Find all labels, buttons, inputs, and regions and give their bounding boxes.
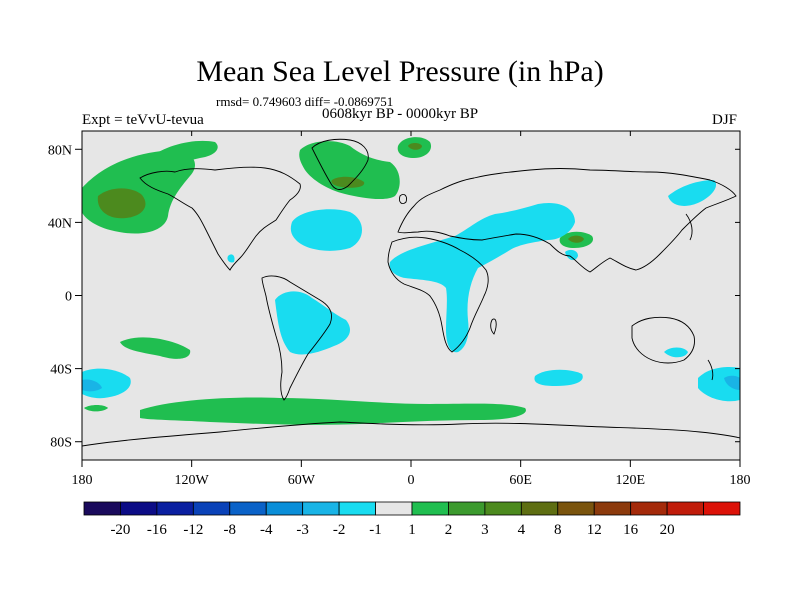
colorbar-label: -12 bbox=[183, 522, 203, 538]
coastline-south-america bbox=[261, 275, 332, 401]
colorbar-swatch bbox=[156, 501, 194, 516]
period-label: 0608kyr BP - 0000kyr BP bbox=[322, 106, 479, 122]
negative-anomaly-north-pacific-east bbox=[668, 180, 717, 206]
lon-tick-label: 60W bbox=[288, 473, 316, 488]
colorbar-label: -1 bbox=[369, 522, 382, 538]
colorbar-swatch bbox=[120, 501, 158, 516]
lon-tick-label: 60E bbox=[509, 473, 532, 488]
negative-anomaly-india bbox=[565, 249, 578, 261]
negative-anomaly-south-pacific-east-core bbox=[724, 375, 740, 390]
coastline-eurasia bbox=[397, 168, 737, 273]
lat-tick-label: 0 bbox=[65, 290, 72, 305]
colorbar-swatch bbox=[666, 501, 704, 516]
colorbar-swatch bbox=[557, 501, 595, 516]
colorbar-swatch bbox=[265, 501, 304, 516]
negative-anomaly-indian-ocean bbox=[534, 369, 583, 386]
coastline-new-zealand bbox=[707, 359, 714, 381]
colorbar-swatch bbox=[484, 501, 522, 516]
colorbar-swatch bbox=[630, 501, 668, 516]
colorbar-label: 8 bbox=[554, 522, 562, 538]
colorbar-label: -16 bbox=[147, 522, 167, 538]
colorbar-label: -20 bbox=[110, 522, 130, 538]
coastline-africa bbox=[387, 236, 489, 353]
positive-anomaly-tibet-core bbox=[568, 235, 584, 243]
colorbar-label: 3 bbox=[481, 522, 489, 538]
colorbar-swatch bbox=[229, 501, 267, 516]
lon-tick-label: 180 bbox=[730, 473, 751, 488]
colorbar-label: 16 bbox=[623, 522, 639, 538]
negative-anomaly-south-pacific-west-core bbox=[82, 379, 102, 392]
colorbar-swatch bbox=[302, 501, 340, 516]
negative-anomaly-north-atlantic bbox=[290, 209, 362, 251]
negative-anomaly-central-america bbox=[227, 254, 235, 263]
lon-tick-label: 120W bbox=[175, 473, 210, 488]
coastline-greenland bbox=[311, 138, 369, 190]
colorbar-label: -3 bbox=[296, 522, 309, 538]
positive-anomaly-arctic-pacific bbox=[150, 140, 218, 162]
lat-tick-label: 40N bbox=[48, 216, 72, 231]
colorbar-label: -2 bbox=[333, 522, 346, 538]
coastline-australia bbox=[631, 316, 695, 364]
coastline-uk bbox=[399, 193, 407, 205]
coastline-japan bbox=[685, 213, 693, 241]
colorbar-swatch bbox=[520, 501, 559, 516]
colorbar-swatch bbox=[83, 501, 121, 516]
colorbar-swatch bbox=[338, 501, 376, 516]
colorbar-label: 12 bbox=[587, 522, 602, 538]
colorbar-label: 1 bbox=[408, 522, 416, 538]
lat-tick-label: 80N bbox=[48, 143, 72, 158]
coastline-madagascar bbox=[490, 318, 497, 335]
coastline-north-america bbox=[139, 166, 301, 271]
lat-tick-label: 40S bbox=[50, 363, 72, 378]
colorbar-swatch bbox=[375, 501, 413, 516]
negative-anomaly-south-pacific-east bbox=[698, 367, 740, 402]
positive-anomaly-greenland bbox=[299, 141, 400, 200]
negative-anomaly-south-america bbox=[275, 291, 350, 355]
lon-tick-label: 180 bbox=[72, 473, 93, 488]
colorbar-swatch bbox=[192, 501, 231, 516]
colorbar-label: 2 bbox=[445, 522, 453, 538]
colorbar-label: 20 bbox=[660, 522, 675, 538]
lat-tick-label: 80S bbox=[50, 436, 72, 451]
colorbar-swatch bbox=[703, 501, 741, 516]
positive-anomaly-southern-ocean bbox=[140, 397, 526, 425]
lon-tick-label: 120E bbox=[616, 473, 646, 488]
colorbar-label: -4 bbox=[260, 522, 273, 538]
positive-anomaly-greenland-core bbox=[331, 176, 365, 188]
colorbar-swatch bbox=[593, 501, 632, 516]
season-label: DJF bbox=[712, 112, 738, 128]
colorbar-label: 4 bbox=[518, 522, 526, 538]
positive-anomaly-north-pacific-core bbox=[97, 188, 146, 219]
map-title: Mean Sea Level Pressure (in hPa) bbox=[196, 55, 604, 88]
negative-anomaly-australia bbox=[664, 347, 688, 358]
lon-tick-label: 0 bbox=[408, 473, 415, 488]
map-axes: 80N 40N 0 40S 80S 180 120W 60W 0 60E 120E 180 bbox=[48, 131, 751, 488]
positive-anomaly-south-pacific-small bbox=[84, 405, 108, 412]
coastline-antarctica bbox=[82, 421, 740, 447]
positive-anomaly-arctic-core bbox=[408, 143, 422, 150]
colorbar-label: -8 bbox=[224, 522, 237, 538]
stats-label: rmsd= 0.749603 diff= -0.0869751 bbox=[216, 94, 394, 109]
colorbar: -20 -16 -12 -8 -4 -3 -2 -1 1 2 3 4 8 12 16 20 bbox=[83, 501, 741, 538]
negative-anomaly-north-africa-asia bbox=[389, 202, 575, 353]
colorbar-swatch bbox=[448, 501, 486, 516]
colorbar-swatch bbox=[411, 501, 449, 516]
coastlines bbox=[82, 138, 740, 447]
positive-anomaly-south-pacific bbox=[120, 337, 191, 359]
experiment-label: Expt = teVvU-tevua bbox=[82, 112, 204, 128]
